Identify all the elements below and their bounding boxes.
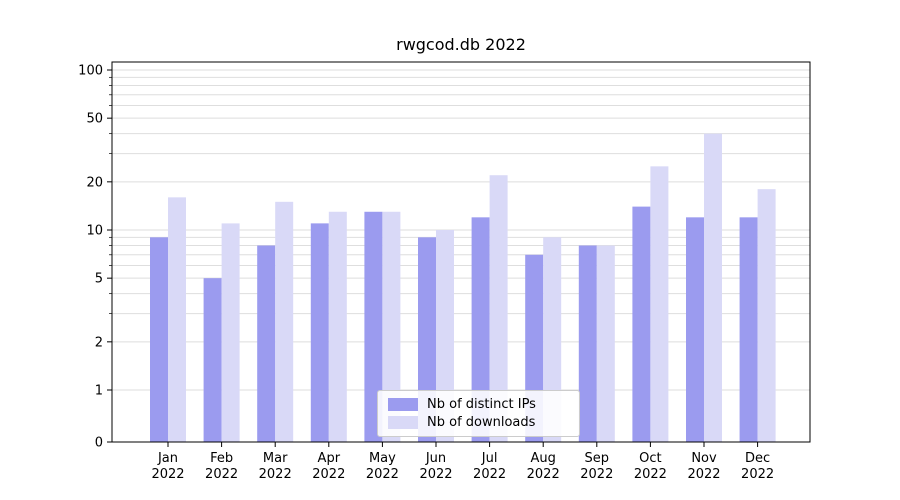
x-tick-label-year: 2022 [312, 467, 345, 482]
y-tick-label: 1 [95, 384, 103, 399]
bar-distinct-ips-nov [686, 217, 704, 442]
x-tick-label-year: 2022 [419, 467, 452, 482]
x-tick-label-year: 2022 [366, 467, 399, 482]
bar-downloads-oct [650, 166, 669, 443]
y-tick-label: 0 [95, 436, 103, 451]
x-tick-label-year: 2022 [527, 467, 560, 482]
bar-distinct-ips-jul [471, 217, 490, 442]
x-tick-label-month: May [369, 451, 396, 466]
y-tick-label: 10 [86, 224, 103, 239]
plot-frame [111, 61, 811, 443]
x-tick-label-year: 2022 [205, 467, 238, 482]
bar-downloads-jul [489, 175, 508, 442]
x-tick-label-month: Sep [585, 451, 610, 466]
y-tick-label: 50 [86, 112, 103, 127]
legend-label-distinct-ips: Nb of distinct IPs [427, 397, 536, 412]
x-tick-label-month: Apr [318, 451, 341, 466]
y-tick-label: 100 [78, 64, 103, 79]
y-tick-label: 5 [95, 272, 103, 287]
x-tick-label-month: Feb [210, 451, 233, 466]
bar-downloads-apr [328, 211, 347, 442]
bar-distinct-ips-feb [203, 278, 222, 442]
x-tick-label-year: 2022 [151, 467, 184, 482]
bar-distinct-ips-mar [257, 245, 276, 442]
x-tick-label-year: 2022 [473, 467, 506, 482]
x-tick-label-month: Aug [531, 451, 556, 466]
legend-item-distinct-ips: Nb of distinct IPs [378, 398, 579, 411]
x-tick-label-year: 2022 [580, 467, 613, 482]
bar-distinct-ips-apr [310, 223, 329, 442]
x-tick-label-month: Oct [639, 451, 661, 466]
bar-downloads-feb [221, 223, 240, 442]
bar-downloads-nov [704, 133, 722, 442]
bar-downloads-sep [596, 245, 615, 442]
legend-swatch-distinct-ips [388, 398, 418, 411]
bar-downloads-may [382, 211, 401, 442]
bar-downloads-dec [757, 189, 776, 442]
x-tick-label-month: Nov [691, 451, 717, 466]
x-tick-label-month: Mar [263, 451, 288, 466]
x-tick-label-year: 2022 [687, 467, 720, 482]
bar-distinct-ips-sep [578, 245, 597, 442]
x-tick-label-year: 2022 [259, 467, 292, 482]
bar-distinct-ips-may [364, 211, 383, 442]
x-tick-label-month: Jul [481, 451, 498, 466]
legend-swatch-downloads [388, 416, 418, 429]
x-tick-label-month: Dec [745, 451, 770, 466]
bar-distinct-ips-jan [150, 237, 168, 442]
x-tick-label-month: Jun [425, 451, 446, 466]
y-tick-label: 2 [95, 335, 103, 350]
chart-title: rwgcod.db 2022 [396, 35, 526, 54]
y-tick-label: 20 [86, 175, 103, 190]
legend: Nb of distinct IPs Nb of downloads [377, 390, 580, 437]
bar-downloads-mar [275, 201, 294, 442]
bar-downloads-jan [168, 197, 186, 442]
x-tick-label-month: Jan [157, 451, 178, 466]
legend-item-downloads: Nb of downloads [378, 416, 579, 429]
x-tick-label-year: 2022 [741, 467, 774, 482]
legend-label-downloads: Nb of downloads [427, 415, 536, 430]
bar-downloads-jun [436, 230, 454, 442]
x-tick-label-year: 2022 [634, 467, 667, 482]
bar-distinct-ips-oct [632, 206, 651, 442]
bar-distinct-ips-dec [739, 217, 758, 442]
